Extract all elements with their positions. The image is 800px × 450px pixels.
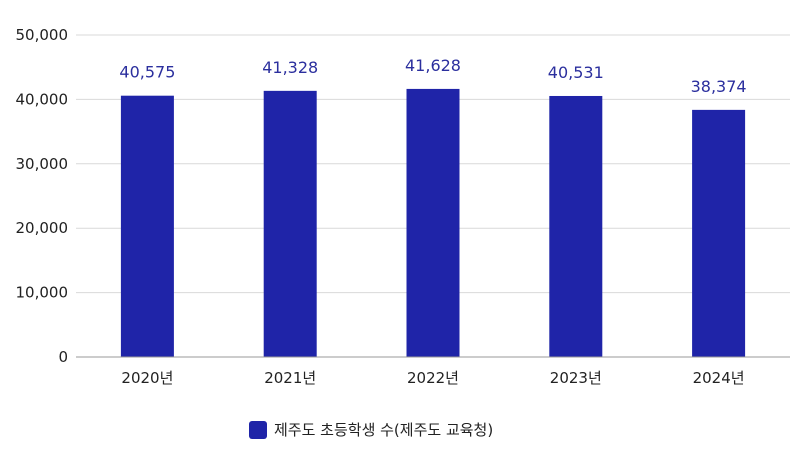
y-tick-label: 40,000 (16, 90, 69, 108)
bar[interactable] (692, 109, 746, 358)
bar[interactable] (120, 95, 174, 358)
legend[interactable]: 제주도 초등학생 수(제주도 교육청) (249, 421, 493, 439)
data-label: 38,374 (691, 77, 747, 96)
bar[interactable] (263, 90, 317, 357)
y-tick-label: 10,000 (16, 284, 69, 302)
data-label: 41,628 (405, 56, 461, 75)
data-labels: 40,575 41,328 41,628 40,531 38,374 (119, 56, 746, 96)
y-axis-ticks: 0 10,000 20,000 30,000 40,000 50,000 (16, 26, 69, 366)
y-tick-label: 0 (58, 348, 68, 366)
x-tick-label: 2021년 (264, 369, 316, 387)
data-label: 40,575 (119, 63, 175, 82)
legend-label: 제주도 초등학생 수(제주도 교육청) (274, 421, 493, 439)
x-tick-label: 2023년 (550, 369, 602, 387)
bars (120, 88, 746, 358)
y-tick-label: 50,000 (16, 26, 69, 44)
y-tick-label: 20,000 (16, 219, 69, 237)
bar[interactable] (549, 95, 603, 358)
x-tick-label: 2024년 (693, 369, 745, 387)
data-label: 40,531 (548, 63, 604, 82)
bar[interactable] (406, 88, 460, 357)
y-tick-label: 30,000 (16, 155, 69, 173)
x-tick-label: 2020년 (121, 369, 173, 387)
x-axis-ticks: 2020년 2021년 2022년 2023년 2024년 (121, 369, 744, 387)
x-tick-label: 2022년 (407, 369, 459, 387)
legend-swatch (249, 421, 267, 439)
data-label: 41,328 (262, 58, 318, 77)
